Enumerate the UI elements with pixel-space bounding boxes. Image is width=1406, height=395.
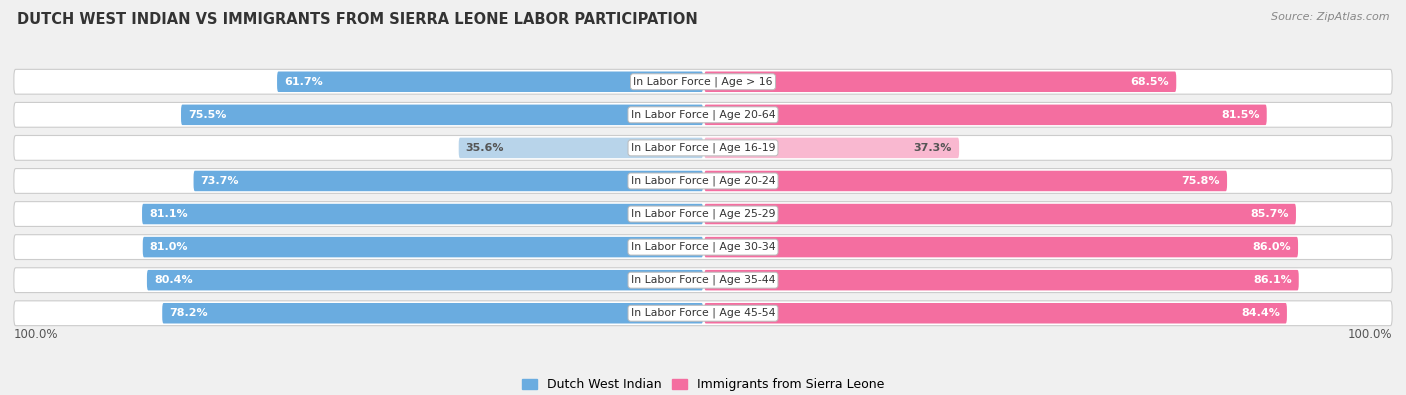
Legend: Dutch West Indian, Immigrants from Sierra Leone: Dutch West Indian, Immigrants from Sierr…	[517, 373, 889, 395]
Text: 68.5%: 68.5%	[1130, 77, 1170, 87]
Text: 100.0%: 100.0%	[1347, 328, 1392, 341]
FancyBboxPatch shape	[704, 105, 1267, 125]
FancyBboxPatch shape	[704, 237, 1298, 258]
Text: 81.0%: 81.0%	[149, 242, 188, 252]
Text: 75.5%: 75.5%	[188, 110, 226, 120]
FancyBboxPatch shape	[14, 169, 1392, 194]
Text: In Labor Force | Age 25-29: In Labor Force | Age 25-29	[631, 209, 775, 219]
FancyBboxPatch shape	[194, 171, 703, 191]
FancyBboxPatch shape	[14, 301, 1392, 325]
FancyBboxPatch shape	[704, 204, 1296, 224]
Text: In Labor Force | Age 45-54: In Labor Force | Age 45-54	[631, 308, 775, 318]
FancyBboxPatch shape	[142, 204, 703, 224]
FancyBboxPatch shape	[704, 171, 1227, 191]
Text: 37.3%: 37.3%	[914, 143, 952, 153]
FancyBboxPatch shape	[162, 303, 703, 324]
Text: In Labor Force | Age 20-24: In Labor Force | Age 20-24	[631, 176, 775, 186]
Text: 35.6%: 35.6%	[465, 143, 505, 153]
FancyBboxPatch shape	[704, 270, 1299, 290]
FancyBboxPatch shape	[14, 201, 1392, 226]
Text: 81.5%: 81.5%	[1222, 110, 1260, 120]
Text: 80.4%: 80.4%	[153, 275, 193, 285]
FancyBboxPatch shape	[14, 268, 1392, 293]
FancyBboxPatch shape	[14, 135, 1392, 160]
Text: 61.7%: 61.7%	[284, 77, 323, 87]
Text: In Labor Force | Age 20-64: In Labor Force | Age 20-64	[631, 109, 775, 120]
FancyBboxPatch shape	[181, 105, 703, 125]
Text: 81.1%: 81.1%	[149, 209, 187, 219]
Text: In Labor Force | Age 30-34: In Labor Force | Age 30-34	[631, 242, 775, 252]
FancyBboxPatch shape	[143, 237, 703, 258]
FancyBboxPatch shape	[458, 137, 703, 158]
FancyBboxPatch shape	[704, 137, 959, 158]
Text: 100.0%: 100.0%	[14, 328, 59, 341]
Text: In Labor Force | Age 35-44: In Labor Force | Age 35-44	[631, 275, 775, 286]
FancyBboxPatch shape	[14, 102, 1392, 127]
Text: 84.4%: 84.4%	[1241, 308, 1279, 318]
Text: 86.1%: 86.1%	[1253, 275, 1292, 285]
FancyBboxPatch shape	[704, 71, 1177, 92]
Text: In Labor Force | Age 16-19: In Labor Force | Age 16-19	[631, 143, 775, 153]
FancyBboxPatch shape	[277, 71, 703, 92]
Text: 73.7%: 73.7%	[201, 176, 239, 186]
Text: 85.7%: 85.7%	[1250, 209, 1289, 219]
Text: 75.8%: 75.8%	[1181, 176, 1220, 186]
FancyBboxPatch shape	[14, 70, 1392, 94]
Text: Source: ZipAtlas.com: Source: ZipAtlas.com	[1271, 12, 1389, 22]
Text: DUTCH WEST INDIAN VS IMMIGRANTS FROM SIERRA LEONE LABOR PARTICIPATION: DUTCH WEST INDIAN VS IMMIGRANTS FROM SIE…	[17, 12, 697, 27]
Text: 86.0%: 86.0%	[1253, 242, 1291, 252]
FancyBboxPatch shape	[14, 235, 1392, 260]
Text: 78.2%: 78.2%	[169, 308, 208, 318]
FancyBboxPatch shape	[704, 303, 1286, 324]
Text: In Labor Force | Age > 16: In Labor Force | Age > 16	[633, 77, 773, 87]
FancyBboxPatch shape	[146, 270, 703, 290]
